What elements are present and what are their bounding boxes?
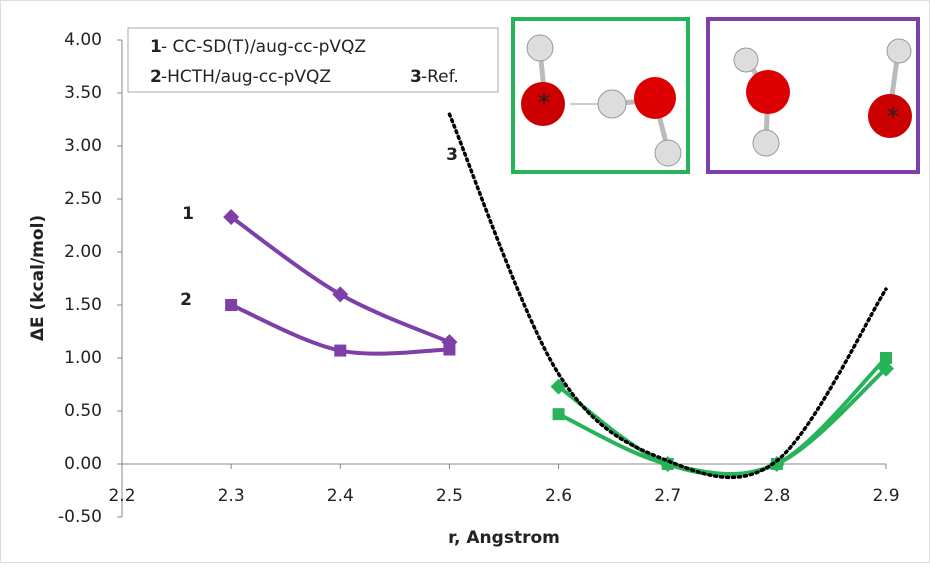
marker [225, 299, 237, 311]
hydrogen [887, 39, 911, 63]
x-tick-label: 2.2 [108, 486, 135, 506]
inset-star: * [538, 89, 550, 117]
x-tick-label: 2.4 [327, 486, 354, 506]
marker [880, 352, 892, 364]
series-label: 1 [182, 204, 194, 224]
y-tick-label: 2.00 [64, 242, 102, 262]
inset-molecule: * [513, 19, 688, 172]
x-tick-label: 2.9 [872, 486, 899, 506]
marker [334, 345, 346, 357]
y-tick-label: -0.50 [58, 507, 102, 527]
hydrogen [753, 130, 779, 156]
hydrogen [527, 35, 553, 61]
x-tick-label: 2.7 [654, 486, 681, 506]
hydrogen [734, 48, 758, 72]
y-tick-label: 2.50 [64, 189, 102, 209]
hydrogen [598, 90, 626, 118]
x-tick-label: 2.6 [545, 486, 572, 506]
series-label: 3 [446, 145, 458, 165]
x-axis-label: r, Angstrom [448, 528, 560, 548]
marker [443, 344, 455, 356]
y-axis-label: ΔE (kcal/mol) [28, 215, 48, 341]
inset-molecule: * [708, 19, 918, 172]
oxygen [746, 70, 790, 114]
x-tick-label: 2.5 [436, 486, 463, 506]
y-tick-label: 4.00 [64, 30, 102, 50]
inset-star: * [887, 103, 899, 131]
oxygen [634, 77, 676, 119]
series-label: 2 [180, 290, 192, 310]
y-tick-label: 1.00 [64, 348, 102, 368]
legend: 1 - CC-SD(T)/aug-cc-pVQZ 2 -HCTH/aug-cc-… [128, 28, 498, 92]
chart: ΔE (kcal/mol) r, Angstrom -0.50 0.00 0.50 1… [0, 0, 930, 563]
y-tick-label: 3.00 [64, 136, 102, 156]
hydrogen [655, 140, 681, 166]
y-tick-label: 3.50 [64, 83, 102, 103]
y-tick-label: 0.00 [64, 454, 102, 474]
y-tick-label: 1.50 [64, 295, 102, 315]
marker [553, 408, 565, 420]
legend-text: -Ref. [421, 67, 459, 87]
x-tick-label: 2.8 [763, 486, 790, 506]
x-tick-label: 2.3 [218, 486, 245, 506]
legend-text: - CC-SD(T)/aug-cc-pVQZ [161, 37, 366, 57]
legend-text: -HCTH/aug-cc-pVQZ [161, 67, 331, 87]
y-tick-label: 0.50 [64, 401, 102, 421]
